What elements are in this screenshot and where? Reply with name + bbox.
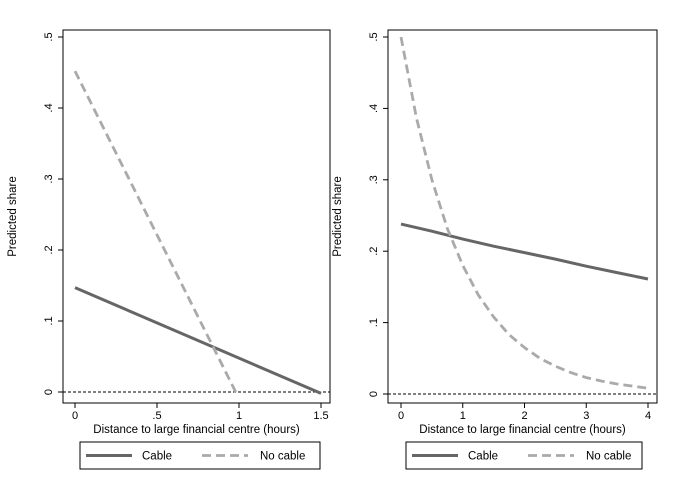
legend-label-no-cable: No cable	[586, 451, 631, 463]
y-tick-label: .1	[368, 318, 380, 327]
panel-2: 0 .1 .2 .3 .4 .5 0 1 2 3 4 Distance to large financ…	[332, 29, 658, 470]
x-tick-label: 1.5	[313, 410, 328, 422]
y-tick-label: .2	[368, 247, 380, 256]
legend: Cable No cable	[405, 441, 643, 470]
x-tick-label: 1	[460, 410, 466, 422]
y-tick-label: .4	[368, 104, 380, 113]
y-tick-label: 0	[368, 391, 380, 397]
series-line-no-cable	[399, 36, 649, 390]
y-tick-label: .2	[43, 245, 55, 254]
x-tick-label: 0	[398, 410, 404, 422]
legend-frame	[405, 441, 643, 470]
plot-frame	[387, 29, 658, 404]
y-axis-title: Predicted share	[7, 176, 19, 257]
x-tick-label: 4	[645, 410, 651, 422]
y-tick-label: 0	[43, 389, 55, 395]
legend-label-cable: Cable	[142, 451, 172, 463]
legend-label-cable: Cable	[468, 451, 498, 463]
y-tick-label: .3	[368, 175, 380, 184]
y-tick-label: .4	[43, 103, 55, 112]
x-tick-label: 2	[521, 410, 527, 422]
legend-label-no-cable: No cable	[260, 451, 305, 463]
series-line-cable	[400, 222, 649, 281]
y-tick-label: .3	[43, 174, 55, 183]
panel-1: 0 .1 .2 .3 .4 .5 0 .5 1 1.5 Distance to large fina…	[7, 29, 331, 470]
x-axis-title: Distance to large financial centre (hour…	[419, 424, 626, 436]
y-tick-label: .5	[43, 32, 55, 41]
x-tick-label: .5	[152, 410, 161, 422]
y-tick-label: .1	[43, 316, 55, 325]
x-tick-label: 3	[583, 410, 589, 422]
x-axis-title: Distance to large financial centre (hour…	[93, 424, 300, 436]
series-line-no-cable	[73, 70, 237, 393]
y-tick-label: .5	[368, 32, 380, 41]
legend: Cable No cable	[79, 441, 321, 470]
y-axis-title: Predicted share	[332, 176, 344, 257]
x-tick-label: 1	[236, 410, 242, 422]
plot-frame	[62, 29, 331, 404]
x-tick-label: 0	[72, 410, 78, 422]
series-line-cable	[74, 286, 322, 395]
